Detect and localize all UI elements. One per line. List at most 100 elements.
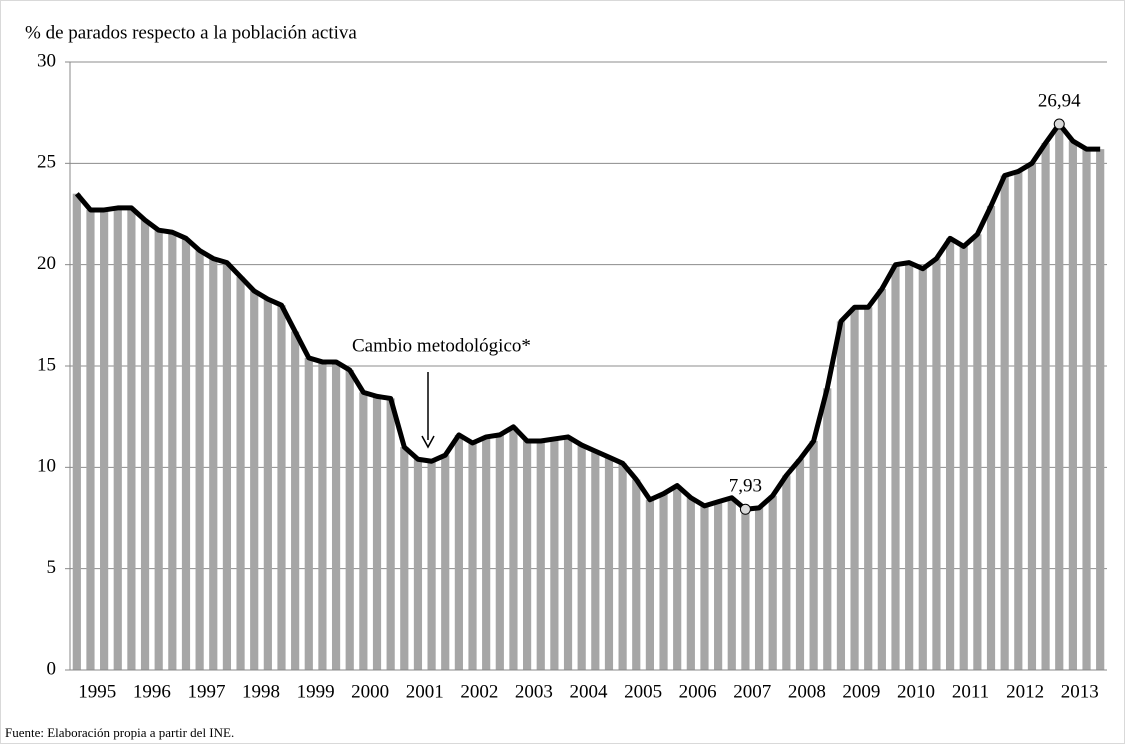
bar <box>100 209 109 671</box>
bar <box>659 493 668 670</box>
bar <box>495 434 504 670</box>
y-axis-title: % de parados respecto a la población act… <box>25 22 357 43</box>
bar <box>454 434 463 670</box>
bar <box>536 440 545 670</box>
bar <box>468 443 477 670</box>
bar <box>836 321 846 670</box>
x-tick-label: 2002 <box>460 681 498 702</box>
bar <box>1096 149 1105 670</box>
x-tick-label: 1998 <box>242 681 280 702</box>
bar <box>754 507 764 670</box>
y-tick-label: 10 <box>37 456 56 477</box>
bar <box>618 463 627 670</box>
bar <box>905 262 914 670</box>
bar <box>850 307 859 670</box>
x-tick-label: 2006 <box>679 681 717 702</box>
bar <box>632 479 641 670</box>
bar <box>195 250 204 671</box>
bar <box>222 262 232 670</box>
bar <box>1000 175 1009 670</box>
bar <box>986 205 996 671</box>
bar <box>427 461 436 670</box>
bar <box>891 264 900 670</box>
bar <box>441 455 450 670</box>
x-tick-label: 2010 <box>897 681 935 702</box>
bar <box>550 438 559 670</box>
bar <box>1041 143 1050 671</box>
bar <box>686 497 695 670</box>
bar <box>1082 149 1091 670</box>
bar <box>700 505 709 670</box>
source: Fuente: Elaboración propia a partir del … <box>5 725 234 740</box>
bar <box>154 230 163 671</box>
bar <box>304 357 313 670</box>
bar <box>236 276 245 670</box>
x-tick-label: 1995 <box>78 681 116 702</box>
bar <box>727 497 736 670</box>
bar <box>140 220 150 670</box>
bar <box>795 459 805 670</box>
annotation: Cambio metodológico* <box>352 335 531 356</box>
bar <box>250 291 259 670</box>
bar <box>591 451 600 670</box>
bar <box>714 501 723 670</box>
line <box>74 121 1101 512</box>
x-tick-label: 2003 <box>515 681 553 702</box>
y-tick-label: 20 <box>37 253 56 274</box>
bar <box>918 268 927 670</box>
x-tick-label: 2001 <box>406 681 444 702</box>
bar <box>181 238 191 670</box>
bar <box>482 436 491 670</box>
bar <box>768 495 777 670</box>
x-tick-label: 2000 <box>351 681 389 702</box>
bar <box>645 499 654 670</box>
y-tick-label: 25 <box>37 152 56 173</box>
bar <box>318 361 327 670</box>
bar <box>359 392 368 670</box>
x-tick-label: 2012 <box>1006 681 1044 702</box>
bar <box>577 445 586 670</box>
data-label: 7,93 <box>729 476 762 497</box>
bar <box>741 509 750 670</box>
x-tick-label: 2009 <box>842 681 880 702</box>
bar <box>509 426 518 670</box>
bar <box>959 246 968 670</box>
point-marker <box>1053 118 1065 130</box>
x-tick-label: 1999 <box>297 681 335 702</box>
bar <box>973 234 982 670</box>
y-tick-label: 0 <box>47 658 57 679</box>
bar <box>372 396 382 670</box>
bar <box>932 258 941 670</box>
bar <box>809 440 818 670</box>
x-tick-label: 1997 <box>187 681 225 702</box>
y-tick-label: 15 <box>37 354 56 375</box>
bar <box>331 361 341 670</box>
x-tick-label: 2008 <box>788 681 826 702</box>
bar <box>604 457 614 670</box>
bar <box>72 193 81 670</box>
bar <box>523 440 532 670</box>
x-tick-label: 1996 <box>133 681 171 702</box>
bar <box>291 331 300 670</box>
data-label: 26,94 <box>1038 90 1081 111</box>
bar <box>86 209 95 671</box>
bar <box>277 305 286 670</box>
bar <box>263 299 272 670</box>
bar <box>945 238 955 670</box>
bar <box>877 288 886 670</box>
bar <box>782 475 791 670</box>
bar <box>113 207 122 671</box>
x-tick-label: 2013 <box>1061 681 1099 702</box>
bar <box>168 232 177 671</box>
bar <box>1068 141 1077 671</box>
bar <box>673 485 682 670</box>
bar <box>127 207 136 671</box>
bar <box>400 447 409 670</box>
x-tick-label: 2011 <box>952 681 989 702</box>
bar <box>563 436 573 670</box>
x-tick-label: 2007 <box>733 681 771 702</box>
y-tick-label: 5 <box>47 557 57 578</box>
x-tick-label: 2004 <box>570 681 609 702</box>
bar <box>823 388 832 670</box>
